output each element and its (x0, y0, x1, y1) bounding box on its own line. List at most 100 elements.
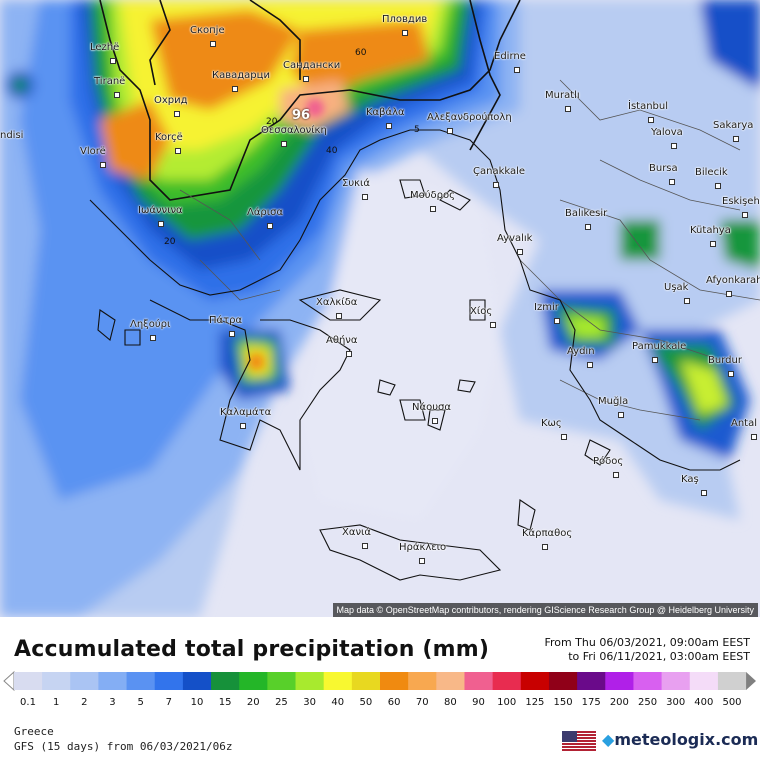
city-marker (419, 558, 425, 564)
city-label: Pamukkale (632, 341, 687, 352)
city-marker (150, 335, 156, 341)
scale-swatch (689, 672, 719, 690)
city-label: Κάρπαθος (522, 528, 573, 539)
scale-tick-label: 30 (303, 697, 316, 708)
precipitation-map[interactable]: Пловдив Скопје Lezhë Edirne Сандански Tiranë К… (0, 0, 760, 617)
city-label: Χαλκίδα (316, 297, 358, 308)
scale-swatch (605, 672, 634, 690)
scale-tick-label: 2 (81, 697, 88, 708)
city-label: Θεσσαλονίκη (261, 125, 327, 136)
scale-tick-label: 40 (331, 697, 345, 708)
us-flag-icon[interactable] (562, 731, 596, 751)
city-marker (751, 434, 757, 440)
city-marker (733, 136, 739, 142)
period-to: to Fri 06/11/2021, 03:00am EEST (568, 650, 750, 663)
scale-swatch (520, 672, 550, 690)
city-label: Bilecik (695, 167, 728, 178)
city-label: Ηράκλειο (399, 542, 447, 553)
contour-value-label: 5 (414, 125, 420, 135)
scale-swatch (295, 672, 325, 690)
city-label: Lezhë (90, 42, 120, 53)
city-label: İstanbul (628, 101, 669, 112)
scale-swatch (577, 672, 606, 690)
city-label: Μούδρος (410, 190, 455, 201)
scale-tick-label: 3 (109, 697, 116, 708)
scale-tick-label: 0.1 (20, 697, 36, 708)
map-attribution[interactable]: Map data © OpenStreetMap contributors, r… (332, 603, 758, 617)
scale-tick-label: 1 (52, 697, 60, 708)
city-marker (114, 92, 120, 98)
scale-swatch (464, 672, 494, 690)
scale-swatch (13, 672, 43, 690)
city-label: Kütahya (690, 225, 731, 236)
city-marker (493, 182, 499, 188)
scale-tick-label: 250 (637, 697, 658, 708)
city-label: Καλαμάτα (220, 407, 272, 418)
city-label: Muratlı (545, 90, 580, 101)
scale-tick-label: 25 (275, 697, 288, 708)
scale-tick-label: 15 (218, 697, 232, 708)
scale-tick-label: 200 (609, 697, 629, 708)
contour-value-label: 40 (326, 146, 338, 156)
scale-swatch (211, 672, 240, 690)
city-marker (701, 490, 707, 496)
scale-swatch (42, 672, 71, 690)
city-label: Ρόδος (593, 456, 624, 467)
city-label: Antal (731, 418, 758, 429)
city-label: Aydın (567, 346, 595, 357)
city-marker (267, 223, 273, 229)
scale-tick-label: 100 (497, 697, 517, 708)
scale-swatch (548, 672, 578, 690)
city-marker (346, 351, 352, 357)
scale-swatch (408, 672, 437, 690)
period-from: From Thu 06/03/2021, 09:00am EEST (544, 636, 750, 649)
city-label: Korçë (155, 132, 183, 143)
city-label: Bursa (649, 163, 678, 174)
scale-tick-label: 300 (666, 697, 686, 708)
city-label: Κως (541, 418, 562, 429)
logo-icon: ◆ (602, 730, 615, 749)
city-label: Охрид (154, 95, 188, 106)
city-marker (362, 543, 368, 549)
city-marker (517, 249, 523, 255)
city-label: Πάτρα (209, 315, 243, 326)
map-title: Accumulated total precipitation (mm) (14, 637, 490, 662)
city-label: Eskişehi (722, 196, 760, 207)
city-marker (447, 128, 453, 134)
scale-right-arrow (746, 672, 756, 690)
city-marker (174, 111, 180, 117)
city-marker (618, 412, 624, 418)
scale-tick-label: 125 (525, 697, 545, 708)
city-marker (281, 141, 287, 147)
meteologix-logo[interactable]: ◆meteologix.com (602, 730, 758, 749)
city-marker (430, 206, 436, 212)
city-label: Kaş (681, 474, 699, 485)
city-label: Кавадарци (212, 70, 270, 81)
city-label: Ιωάννινα (138, 205, 183, 216)
scale-tick-label: 7 (165, 697, 172, 708)
scale-swatch (492, 672, 522, 690)
city-marker (710, 241, 716, 247)
scale-tick-label: 70 (415, 697, 429, 708)
city-marker (561, 434, 567, 440)
city-label: Sakarya (713, 120, 754, 131)
city-label: Скопје (190, 25, 225, 36)
city-marker (587, 362, 593, 368)
city-label: Ayvalık (497, 233, 533, 244)
city-marker (110, 58, 116, 64)
scale-swatch (154, 672, 184, 690)
scale-swatch (98, 672, 128, 690)
city-label: Καβάλα (366, 107, 405, 118)
scale-swatch (182, 672, 212, 690)
precipitation-color-scale (3, 670, 756, 692)
city-label: Νάουσα (412, 402, 451, 413)
city-marker (386, 123, 392, 129)
city-label: Αλεξανδρούπολη (427, 112, 512, 123)
city-label: ndisi (0, 130, 24, 141)
city-label: Χανιά (342, 527, 372, 538)
city-marker (158, 221, 164, 227)
city-marker (210, 41, 216, 47)
forecast-period: From Thu 06/03/2021, 09:00am EEST to Fri… (544, 636, 750, 664)
precipitation-field (0, 0, 760, 617)
city-marker (671, 143, 677, 149)
